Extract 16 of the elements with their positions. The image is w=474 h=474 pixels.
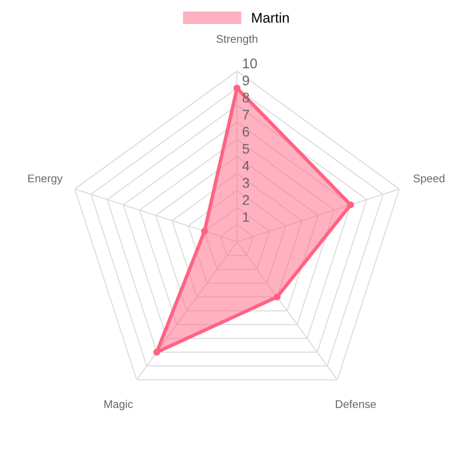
y-tick-label: 3 (242, 178, 250, 188)
spoke-label: Magic (104, 400, 133, 410)
y-tick-label: 7 (242, 110, 250, 120)
spoke-label: Speed (413, 174, 444, 185)
spoke-label: Energy (28, 174, 63, 185)
y-tick-label: 10 (243, 58, 257, 68)
spoke-label: Strength (216, 34, 258, 46)
y-tick-label: 6 (242, 126, 250, 137)
y-tick-label: 1 (243, 212, 250, 222)
y-tick-label: 2 (242, 195, 250, 205)
y-tick-label: 5 (242, 144, 250, 154)
spoke-label: Defense (336, 400, 376, 408)
y-tick-label: 8 (242, 92, 250, 102)
y-tick-label: 4 (242, 161, 250, 171)
legend-label: Martin (252, 12, 289, 23)
y-tick-label: 9 (242, 76, 250, 86)
